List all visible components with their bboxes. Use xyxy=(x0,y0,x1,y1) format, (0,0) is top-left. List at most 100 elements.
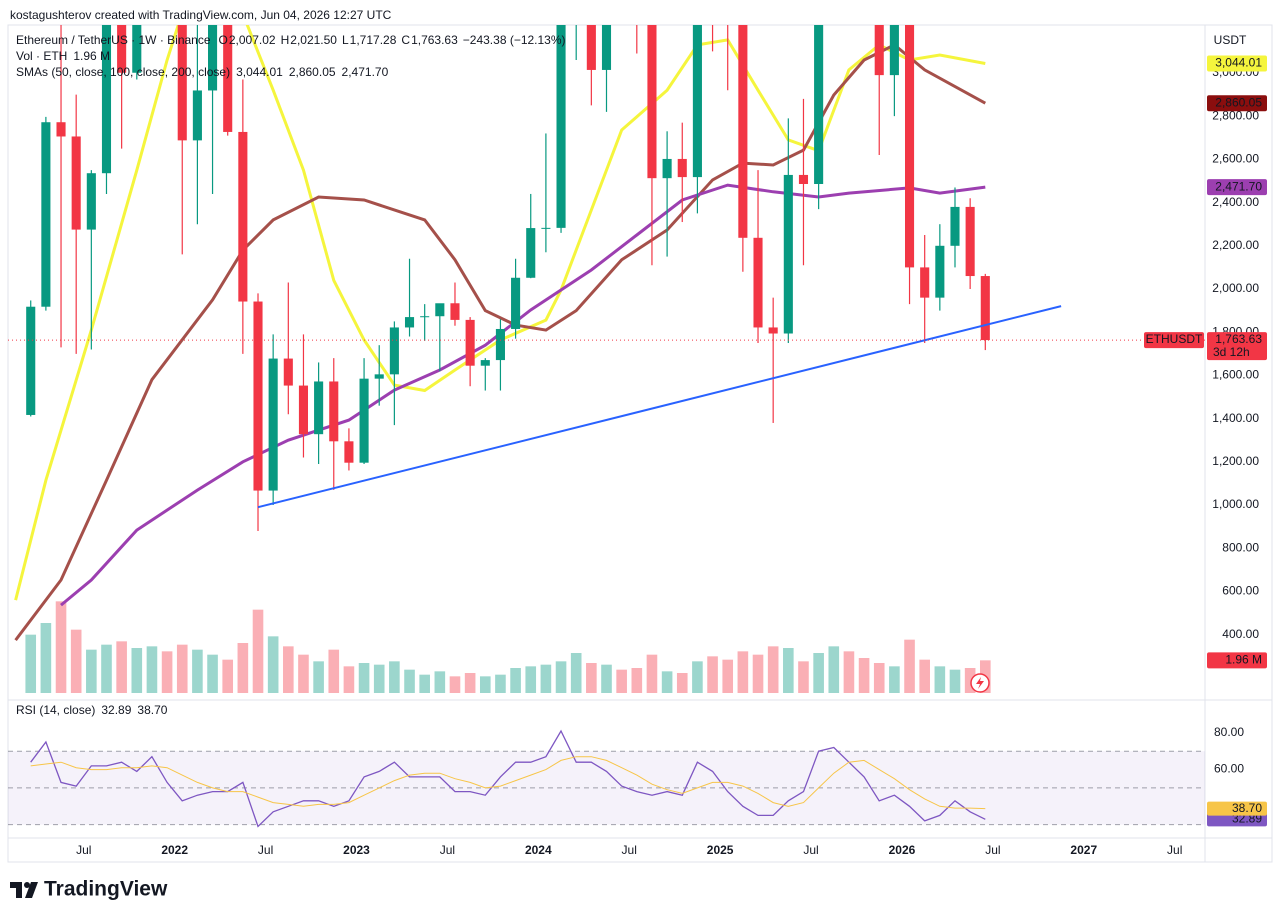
candle-body xyxy=(41,122,51,307)
volume-bar xyxy=(404,669,415,693)
volume-tag-bg xyxy=(1207,652,1267,669)
symbol-tag-bg xyxy=(1144,332,1204,349)
rsi-tag-bg xyxy=(1207,801,1267,816)
axes: Jul 2022 Jul 2023 Jul 2024 Jul 2025 Jul 2026 Jul 20… xyxy=(76,33,1267,857)
candle-body xyxy=(783,174,793,334)
y-tick-label: 2,600.00 xyxy=(1212,152,1259,166)
candle-body xyxy=(935,245,945,298)
volume-bar xyxy=(904,639,915,693)
logo-shape xyxy=(10,882,22,898)
volume-bar xyxy=(964,668,976,693)
volume-bar xyxy=(222,659,234,693)
ohlc-value: 2,007.02 xyxy=(229,33,276,47)
candle-body xyxy=(192,90,202,141)
last-price-tag-bg xyxy=(1207,332,1267,361)
volume-bar xyxy=(692,661,703,693)
volume-bar xyxy=(858,658,870,693)
candle-body xyxy=(435,303,445,317)
frame xyxy=(7,24,1273,863)
rsi-legend-value: 32.89 xyxy=(101,703,131,717)
candle-body xyxy=(647,25,657,179)
candle-body xyxy=(541,227,551,229)
volume-bar xyxy=(434,671,446,693)
sma-line xyxy=(14,25,986,601)
volume-bar xyxy=(25,634,37,693)
sma-price-tag: 2,860.05 xyxy=(1215,95,1262,109)
symbol-title: Ethereum / TetherUS · 1W · Binance xyxy=(16,33,211,47)
volume-bar xyxy=(722,659,734,693)
candle-body xyxy=(344,441,354,463)
y-tick-label: 2,000.00 xyxy=(1212,281,1259,295)
y-tick-label: 1,600.00 xyxy=(1212,368,1259,382)
volume-bar xyxy=(419,674,430,693)
ohlc-value: 1,717.28 xyxy=(350,33,397,47)
candle-body xyxy=(465,319,475,366)
x-tick-label: Jul xyxy=(440,843,455,857)
sma-legend-value: 2,860.05 xyxy=(289,65,336,79)
candle-body xyxy=(253,301,263,491)
ohlc-value: 1,763.63 xyxy=(411,33,458,47)
rsi-line xyxy=(30,729,986,828)
volume-bar xyxy=(389,661,400,693)
volume-bar xyxy=(237,643,249,693)
candle-body xyxy=(389,327,399,375)
candle-body xyxy=(980,276,990,341)
y-tick-label: 2,800.00 xyxy=(1212,108,1259,122)
candle-body xyxy=(329,381,339,442)
volume-bar xyxy=(131,648,143,693)
rsi-legend: RSI (14, close) xyxy=(16,703,95,717)
volume-bar xyxy=(676,673,688,693)
candle-body xyxy=(404,317,415,328)
volume-bar xyxy=(601,664,612,693)
brand-name: TradingView xyxy=(44,878,168,901)
volume-bar xyxy=(737,651,749,693)
price-change: −243.38 (−12.13%) xyxy=(463,33,566,47)
candle-body xyxy=(283,358,293,386)
candle-body xyxy=(480,360,490,366)
sma-line xyxy=(60,183,986,607)
candle-body xyxy=(238,131,248,302)
x-tick-label: 2023 xyxy=(343,843,370,857)
y-tick-label: 1,200.00 xyxy=(1212,454,1259,468)
logo-shape xyxy=(24,882,30,888)
ohlc-name: O xyxy=(219,33,228,47)
volume-bar xyxy=(328,649,340,693)
volume-bar xyxy=(161,651,173,693)
volume-bar xyxy=(101,644,112,693)
ohlc-name: L xyxy=(342,33,349,47)
x-tick-label: Jul xyxy=(258,843,273,857)
candle-body xyxy=(314,381,324,435)
x-tick-label: Jul xyxy=(803,843,818,857)
candle-body xyxy=(71,136,81,230)
candle-body xyxy=(359,378,369,463)
candle-body xyxy=(208,25,218,91)
volume-bar xyxy=(40,623,52,693)
volume-bar xyxy=(449,676,461,693)
volume-bar xyxy=(798,661,809,693)
candle-body xyxy=(950,206,960,246)
x-tick-label: 2027 xyxy=(1070,843,1097,857)
volume-bar xyxy=(86,649,97,693)
x-tick-label: Jul xyxy=(985,843,1000,857)
volume-bar xyxy=(298,654,309,693)
candle-body xyxy=(298,385,309,435)
rsi-tag-bg xyxy=(1207,812,1267,827)
volume-bar xyxy=(949,669,961,693)
volume-bar xyxy=(813,653,824,693)
volume-bar xyxy=(843,651,855,693)
y-tick-label: 1,400.00 xyxy=(1212,411,1259,425)
volume-bar xyxy=(479,676,491,693)
volume-bar xyxy=(646,654,658,693)
y-tick-label: 800.00 xyxy=(1222,540,1259,554)
candle-body xyxy=(874,25,884,76)
volume-bar xyxy=(283,646,294,693)
candle-body xyxy=(132,25,142,73)
x-tick-label: Jul xyxy=(622,843,637,857)
volume-bar xyxy=(919,659,930,693)
sma-legend: SMAs (50, close, 100, close, 200, close) xyxy=(16,65,230,79)
countdown: 3d 12h xyxy=(1213,345,1250,359)
ohlc-value: 2,021.50 xyxy=(290,33,337,47)
volume-bar xyxy=(358,663,370,693)
candle-body xyxy=(738,25,748,238)
x-tick-label: 2024 xyxy=(525,843,552,857)
